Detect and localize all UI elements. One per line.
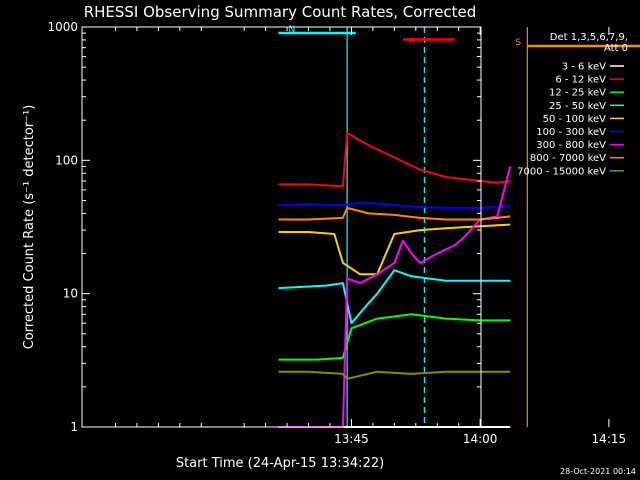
flag-label: S bbox=[515, 38, 521, 48]
plot-frame bbox=[81, 26, 482, 428]
legend-label: 12 - 25 keV bbox=[549, 88, 606, 99]
series-8 bbox=[278, 370, 511, 380]
chart-title: RHESSI Observing Summary Count Rates, Co… bbox=[84, 3, 477, 21]
footer-timestamp: 28-Oct-2021 00:14 bbox=[560, 467, 636, 476]
series-line bbox=[278, 132, 511, 188]
legend-label: 7000 - 15000 keV bbox=[517, 166, 606, 177]
legend-label: 300 - 800 keV bbox=[536, 140, 606, 151]
y-tick-label: 1000 bbox=[47, 20, 78, 34]
series-line bbox=[278, 370, 511, 380]
legend-header: Det 1,3,5,6,7,9, bbox=[550, 32, 628, 43]
series-line bbox=[278, 313, 511, 361]
x-axis-label: Start Time (24-Apr-15 13:34:22) bbox=[176, 456, 384, 471]
legend-label: 50 - 100 keV bbox=[543, 114, 607, 125]
x-tick-label: 14:00 bbox=[463, 432, 498, 446]
legend-header: Att 0 bbox=[604, 43, 628, 54]
legend-label: 25 - 50 keV bbox=[549, 101, 606, 112]
flag-label: N bbox=[288, 25, 295, 35]
series-line bbox=[278, 166, 512, 428]
legend-label: 3 - 6 keV bbox=[562, 62, 606, 73]
series-line bbox=[278, 269, 511, 325]
series-7 bbox=[278, 206, 511, 221]
x-tick-label: 13:45 bbox=[334, 432, 369, 446]
series-1 bbox=[278, 132, 511, 188]
y-tick-label: 100 bbox=[55, 153, 78, 167]
series-3 bbox=[278, 269, 511, 325]
legend-label: 100 - 300 keV bbox=[536, 127, 606, 138]
data-layer: N F S bbox=[278, 25, 640, 428]
series-2 bbox=[278, 313, 511, 361]
series-line bbox=[278, 206, 511, 221]
series-6 bbox=[278, 166, 512, 428]
series-line bbox=[278, 201, 511, 209]
series-5 bbox=[278, 201, 511, 209]
y-tick-label: 10 bbox=[63, 287, 78, 301]
x-tick-label: 14:15 bbox=[592, 432, 627, 446]
legend: Det 1,3,5,6,7,9,Att 0 3 - 6 keV 6 - 12 keV… bbox=[517, 32, 628, 177]
legend-label: 6 - 12 keV bbox=[555, 75, 606, 86]
y-tick-label: 1 bbox=[70, 420, 78, 434]
y-axis-label: Corrected Count Rate (s⁻¹ detector⁻¹) bbox=[22, 105, 37, 350]
flag-label: F bbox=[409, 38, 414, 48]
legend-label: 800 - 7000 keV bbox=[530, 153, 606, 164]
